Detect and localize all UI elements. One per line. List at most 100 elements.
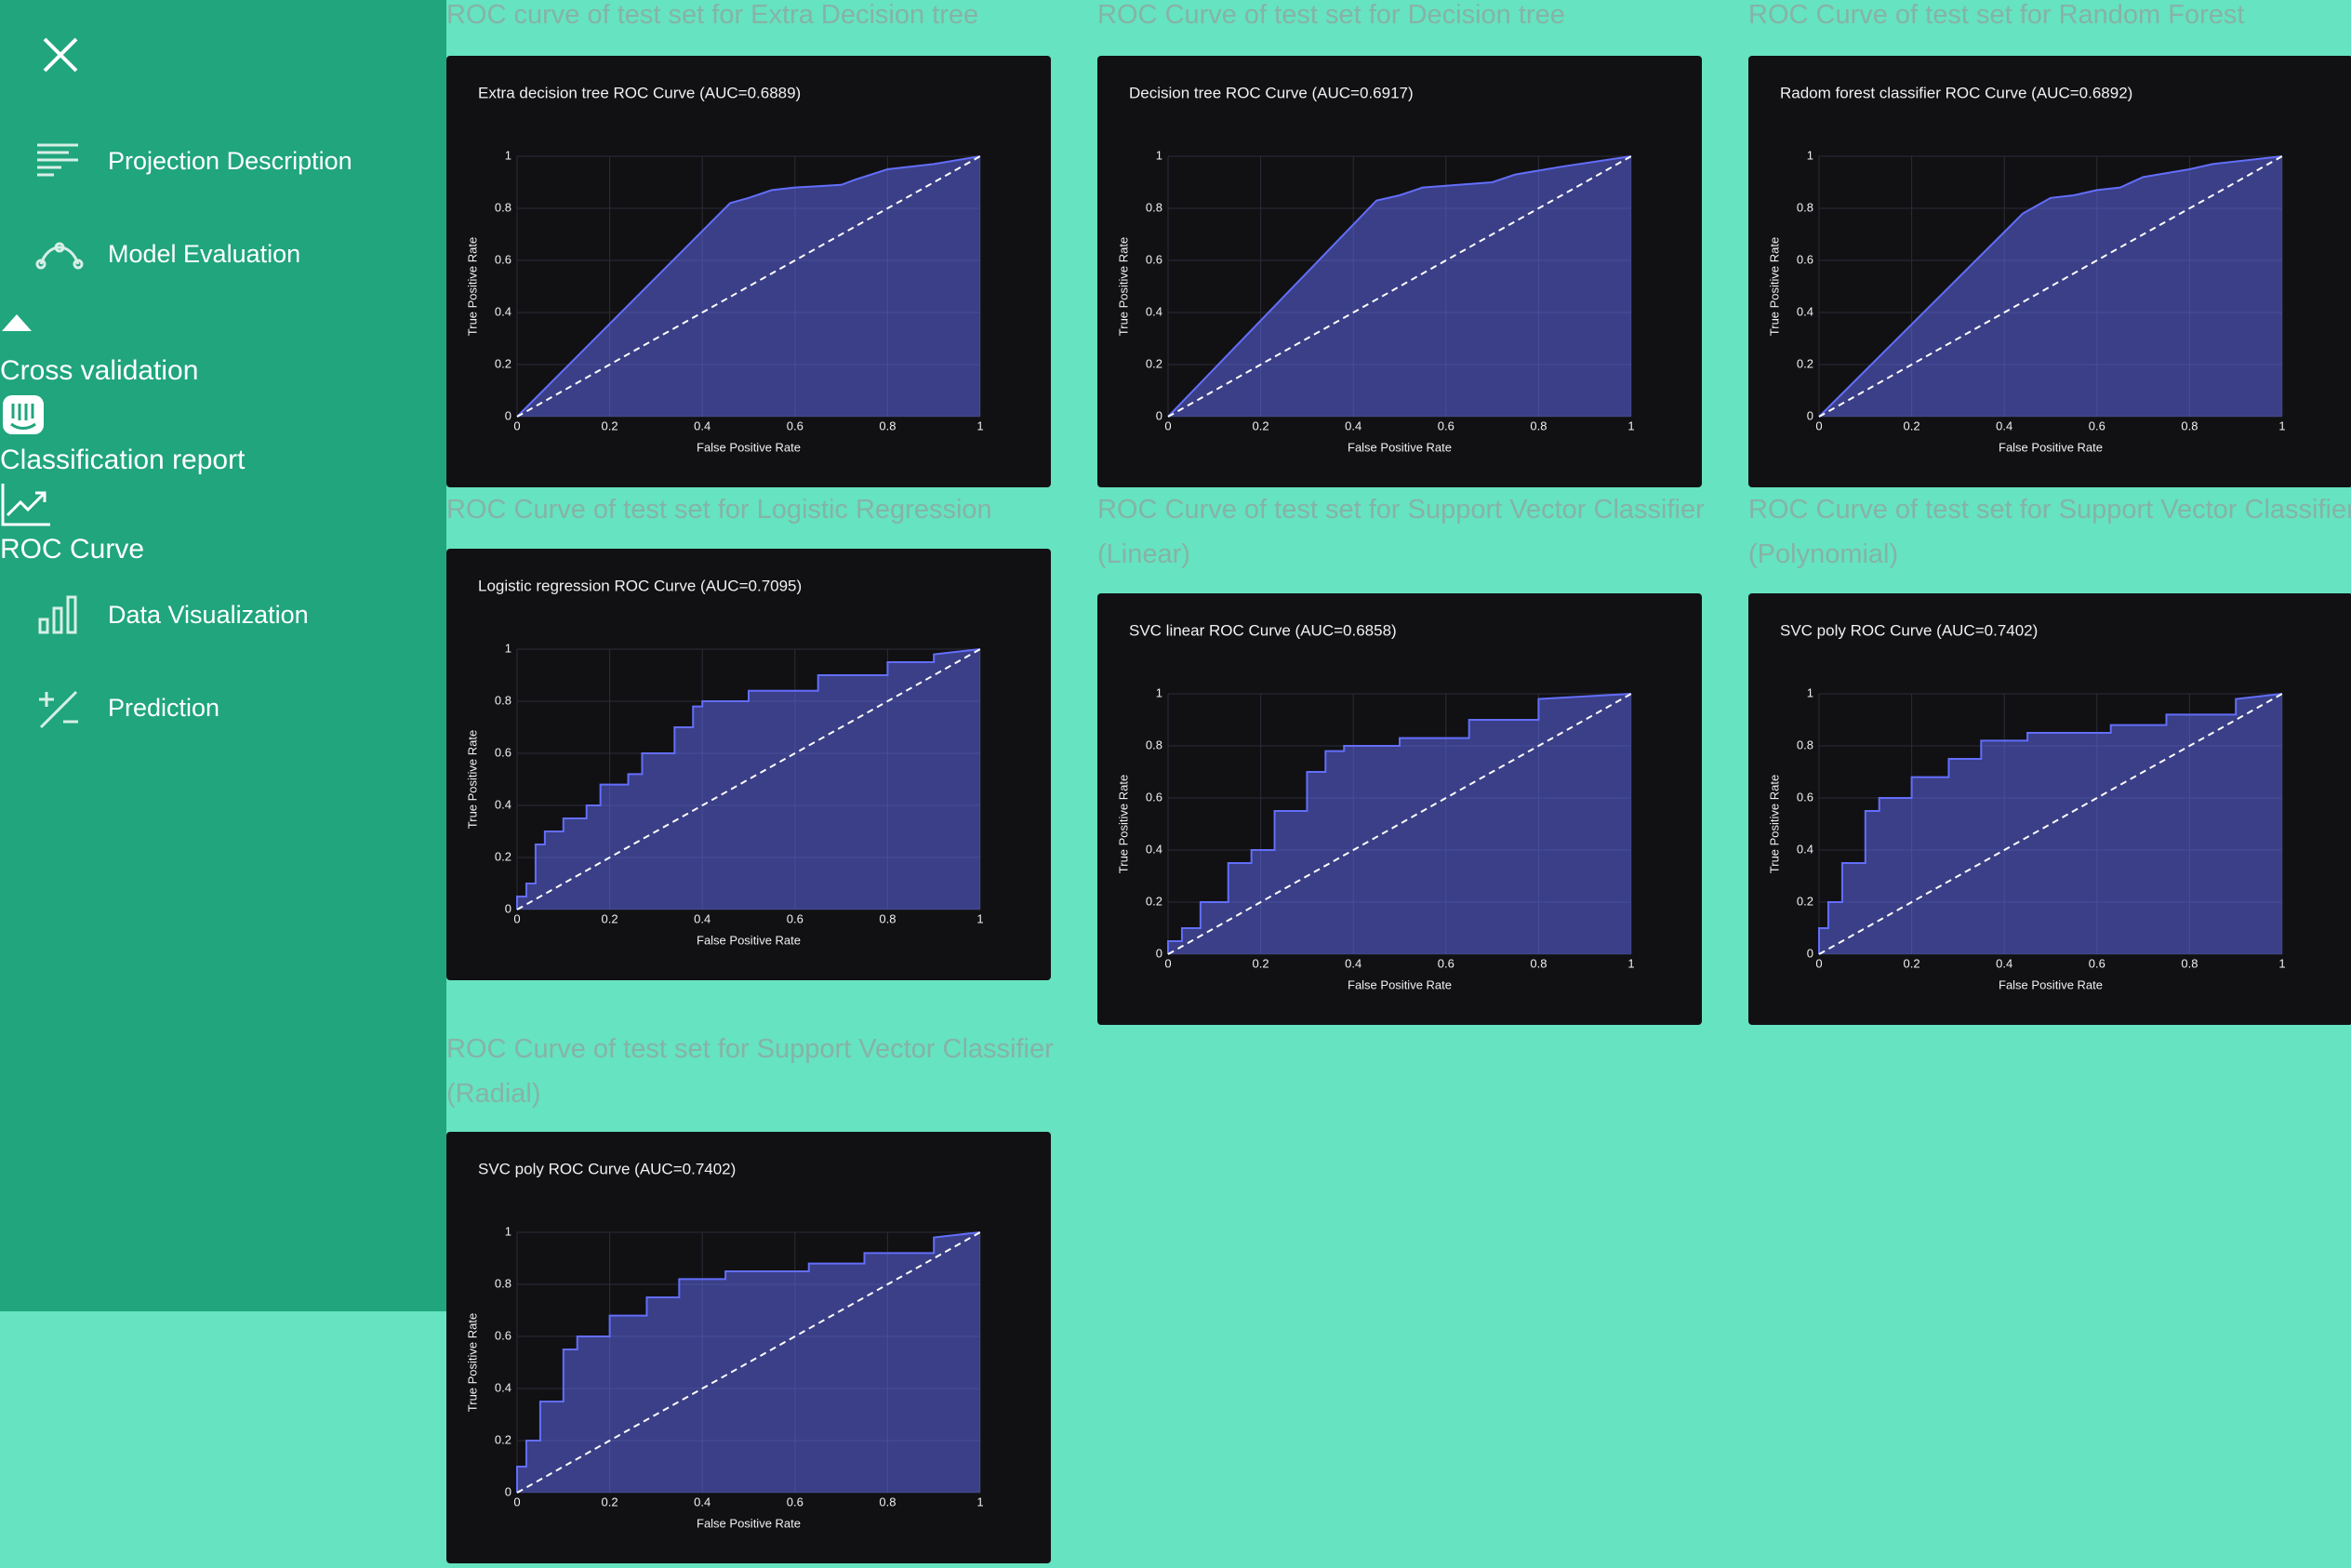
x-tick-label: 0.4 [1996, 419, 2012, 432]
y-tick-label: 0.8 [1146, 737, 1162, 751]
y-tick-label: 0.6 [495, 1328, 511, 1342]
y-tick-label: 0.6 [1146, 790, 1162, 804]
y-axis-label: True Positive Rate [1116, 775, 1130, 873]
x-tick-label: 0.2 [1253, 956, 1269, 970]
y-tick-label: 0.4 [495, 304, 511, 318]
x-tick-label: 0.6 [787, 911, 804, 925]
section-heading: ROC Curve of test set for Support Vector… [1748, 495, 2351, 569]
y-tick-label: 0.6 [1797, 790, 1813, 804]
y-tick-label: 0.6 [1146, 252, 1162, 266]
nav-item[interactable]: Cross validation [0, 355, 199, 386]
y-tick-label: 1 [1156, 148, 1162, 162]
area-fill [1819, 694, 2282, 954]
x-tick-label: 1 [976, 419, 983, 432]
chart: Radom forest classifier ROC Curve (AUC=0… [1767, 84, 2285, 454]
area-fill [517, 649, 980, 910]
chart-title: SVC poly ROC Curve (AUC=0.7402) [478, 1160, 736, 1177]
y-tick-label: 0.4 [495, 797, 511, 811]
y-tick-label: 1 [1807, 685, 1813, 699]
y-tick-label: 0.8 [1797, 200, 1813, 214]
chart: SVC poly ROC Curve (AUC=0.7402) 0 0.2 0.4 0.… [465, 1160, 983, 1530]
x-axis-label: False Positive Rate [697, 440, 801, 454]
y-tick-label: 0 [1156, 946, 1162, 960]
x-axis-label: False Positive Rate [697, 1516, 801, 1530]
section-heading: ROC Curve of test set for Decision tree [1097, 0, 1565, 30]
icon [2, 314, 32, 331]
x-tick-label: 0.6 [787, 419, 804, 432]
y-tick-label: 1 [505, 1224, 511, 1238]
y-axis-label: True Positive Rate [465, 730, 479, 829]
x-axis-label: False Positive Rate [1999, 977, 2103, 991]
chart-title: Logistic regression ROC Curve (AUC=0.709… [478, 577, 802, 594]
close-button[interactable] [41, 35, 80, 74]
y-tick-label: 0.4 [1797, 304, 1813, 318]
chart-title: Extra decision tree ROC Curve (AUC=0.688… [478, 84, 801, 101]
y-axis-label: True Positive Rate [465, 1313, 479, 1412]
y-tick-label: 0.2 [495, 849, 511, 863]
x-tick-label: 0.2 [1904, 419, 1920, 432]
x-tick-label: 0.8 [2181, 956, 2198, 970]
x-tick-label: 0.2 [602, 419, 618, 432]
x-tick-label: 0.4 [694, 1495, 711, 1508]
y-tick-label: 1 [1156, 685, 1162, 699]
nav-item[interactable]: Model Evaluation [108, 240, 301, 268]
chart-card: Decision tree ROC Curve (AUC=0.6917) 0 0.2… [1097, 56, 1702, 487]
x-tick-label: 0.2 [602, 1495, 618, 1508]
x-tick-label: 0.6 [2089, 956, 2105, 970]
x-tick-label: 1 [1627, 956, 1634, 970]
roc-line [1818, 693, 2283, 954]
chart-card: SVC poly ROC Curve (AUC=0.7402) 0 0.2 0.4 0.… [446, 1132, 1051, 1563]
x-tick-label: 0 [1815, 956, 1822, 970]
y-tick-label: 0.8 [495, 693, 511, 707]
nav-item[interactable]: Data Visualization [108, 601, 309, 629]
x-tick-label: 1 [2278, 419, 2285, 432]
chart: SVC linear ROC Curve (AUC=0.6858) 0 0.2 0.4… [1116, 621, 1634, 991]
x-tick-label: 0.4 [694, 911, 711, 925]
sidebar: Projection Description Model Evaluation … [0, 0, 446, 1311]
y-tick-label: 0.8 [495, 200, 511, 214]
y-tick-label: 0.2 [495, 356, 511, 370]
x-tick-label: 0.2 [602, 911, 618, 925]
nav-item[interactable]: Classification report [0, 445, 246, 475]
y-tick-label: 0.8 [1797, 737, 1813, 751]
y-tick-label: 0.2 [1146, 356, 1162, 370]
x-axis-label: False Positive Rate [1348, 977, 1452, 991]
y-axis-label: True Positive Rate [1767, 237, 1781, 336]
nav-item[interactable]: Projection Description [108, 147, 352, 175]
x-tick-label: 0.8 [879, 419, 896, 432]
y-tick-label: 0.6 [495, 745, 511, 759]
x-tick-label: 1 [2278, 956, 2285, 970]
area-fill [1168, 694, 1631, 954]
nav-item[interactable]: ROC Curve [0, 534, 145, 565]
chart-card: Radom forest classifier ROC Curve (AUC=0… [1748, 56, 2351, 487]
roc-line [516, 155, 981, 418]
x-tick-label: 0 [513, 1495, 520, 1508]
y-tick-label: 0.8 [1146, 200, 1162, 214]
chart: Extra decision tree ROC Curve (AUC=0.688… [465, 84, 983, 454]
roc-line [1167, 693, 1632, 954]
icon [1, 484, 50, 526]
nav-item[interactable]: Prediction [108, 694, 220, 722]
x-tick-label: 0.8 [1530, 956, 1547, 970]
chart-title: SVC poly ROC Curve (AUC=0.7402) [1780, 621, 2038, 639]
chart: Decision tree ROC Curve (AUC=0.6917) 0 0.2… [1116, 84, 1634, 454]
chart-card: SVC poly ROC Curve (AUC=0.7402) 0 0.2 0.4 0.… [1748, 593, 2351, 1025]
section-heading: ROC curve of test set for Extra Decision… [446, 0, 979, 30]
y-tick-label: 1 [505, 148, 511, 162]
icon [39, 690, 78, 729]
x-tick-label: 0.8 [879, 1495, 896, 1508]
y-tick-label: 0.4 [1146, 304, 1162, 318]
y-tick-label: 0 [505, 408, 511, 422]
x-tick-label: 0.6 [2089, 419, 2105, 432]
y-axis-label: True Positive Rate [465, 237, 479, 336]
x-tick-label: 0.2 [1904, 956, 1920, 970]
section-heading: ROC Curve of test set for Random Forest [1748, 0, 2245, 30]
x-axis-label: False Positive Rate [697, 933, 801, 947]
x-tick-label: 0.2 [1253, 419, 1269, 432]
x-tick-label: 0 [513, 911, 520, 925]
y-tick-label: 0.2 [1146, 894, 1162, 908]
y-tick-label: 0 [1156, 408, 1162, 422]
area-fill [1819, 156, 2282, 417]
icon [3, 395, 44, 434]
section-heading: ROC Curve of test set for Support Vector… [446, 1034, 1054, 1109]
